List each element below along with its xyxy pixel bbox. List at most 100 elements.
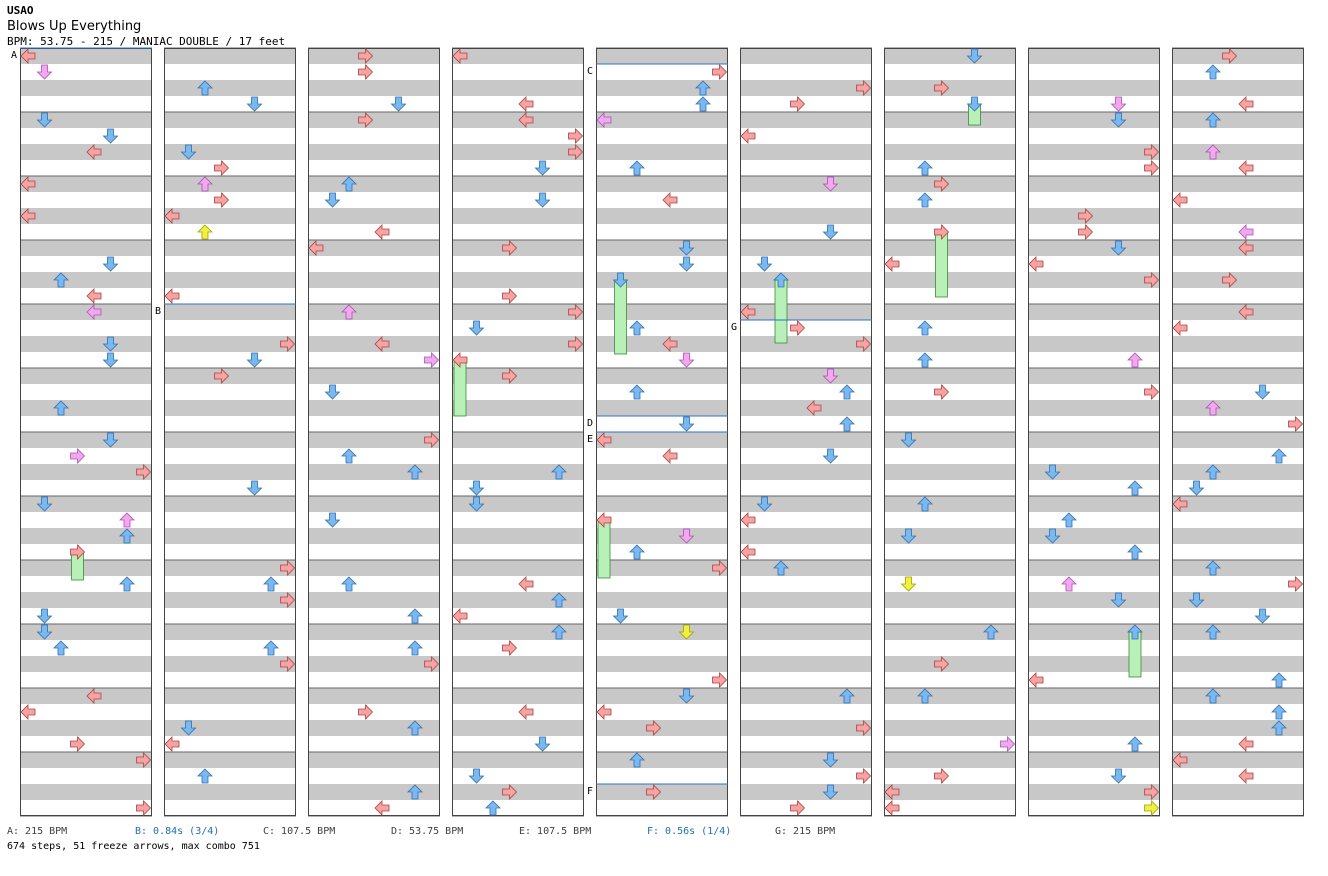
measure-stripe	[20, 496, 152, 512]
measure-stripe	[1028, 144, 1160, 160]
measure-stripe	[596, 304, 728, 320]
measure-stripe	[884, 560, 1016, 576]
step-arrow	[214, 192, 230, 208]
measure-stripe	[884, 752, 1016, 768]
measure-stripe	[308, 240, 440, 256]
measure-stripe	[308, 784, 440, 800]
step-arrow	[119, 576, 135, 592]
chart-meta: BPM: 53.75 - 215 / MANIAC DOUBLE / 17 fe…	[7, 35, 286, 48]
measure-stripe	[308, 400, 440, 416]
measure-stripe	[740, 208, 872, 224]
measure-stripe	[884, 240, 1016, 256]
step-arrow	[341, 304, 357, 320]
step-arrow	[1271, 672, 1287, 688]
step-arrow	[70, 736, 86, 752]
step-arrow	[20, 208, 36, 224]
section-label: G	[731, 322, 737, 333]
step-arrow	[534, 160, 551, 176]
step-arrow	[740, 304, 756, 320]
step-arrow	[1144, 384, 1160, 400]
measure-stripe	[452, 432, 584, 448]
step-arrow	[662, 448, 678, 464]
measure-stripe	[596, 368, 728, 384]
step-arrow	[1127, 544, 1143, 560]
freeze-arrow	[614, 279, 627, 355]
measure-stripe	[596, 656, 728, 672]
step-arrow	[568, 144, 584, 160]
measure-stripe	[596, 400, 728, 416]
measure-stripe	[1028, 560, 1160, 576]
step-arrow	[197, 176, 213, 192]
measure-stripe	[1028, 80, 1160, 96]
measure-stripe	[164, 496, 296, 512]
measure-stripe	[596, 464, 728, 480]
measure-stripe	[1028, 784, 1160, 800]
measure-stripe	[164, 592, 296, 608]
step-arrow	[102, 256, 119, 272]
measure-stripe	[1028, 336, 1160, 352]
step-arrow	[1000, 736, 1016, 752]
step-arrow	[822, 224, 839, 240]
measure-stripe	[20, 144, 152, 160]
column-border	[164, 48, 296, 816]
step-arrow	[1127, 736, 1143, 752]
measure-stripe	[1172, 208, 1304, 224]
step-arrow	[1271, 448, 1287, 464]
step-arrow	[900, 432, 917, 448]
measure-stripe	[1172, 80, 1304, 96]
step-arrow	[374, 800, 390, 816]
measure-stripe	[20, 112, 152, 128]
step-arrow	[53, 400, 69, 416]
step-arrow	[1144, 800, 1160, 816]
step-arrow	[596, 112, 612, 128]
measure-stripe	[20, 624, 152, 640]
step-arrow	[1238, 768, 1254, 784]
measure-stripe	[164, 80, 296, 96]
measure-stripe	[1172, 464, 1304, 480]
step-arrow	[790, 320, 806, 336]
step-arrow	[1078, 208, 1094, 224]
measure-stripe	[308, 624, 440, 640]
measure-stripe	[20, 240, 152, 256]
step-arrow	[341, 448, 357, 464]
measure-stripe	[452, 528, 584, 544]
step-arrow	[518, 96, 534, 112]
measure-stripe	[164, 688, 296, 704]
step-arrow	[966, 48, 983, 64]
step-arrow	[1222, 48, 1238, 64]
measure-stripe	[452, 624, 584, 640]
step-arrow	[740, 512, 756, 528]
measure-stripe	[1172, 656, 1304, 672]
step-arrow	[1205, 688, 1221, 704]
step-arrow	[678, 352, 695, 368]
step-arrow	[596, 704, 612, 720]
measure-stripe	[164, 656, 296, 672]
step-arrow	[246, 96, 263, 112]
step-arrow	[36, 496, 53, 512]
measure-stripe	[20, 688, 152, 704]
measure-stripe	[1028, 240, 1160, 256]
step-arrow	[485, 800, 501, 816]
step-arrow	[358, 112, 374, 128]
step-arrow	[70, 544, 86, 560]
measure-stripe	[740, 400, 872, 416]
measure-stripe	[596, 432, 728, 448]
measure-stripe	[20, 752, 152, 768]
step-arrow	[756, 496, 773, 512]
step-arrow	[407, 640, 423, 656]
measure-stripe	[452, 112, 584, 128]
measure-stripe	[1172, 304, 1304, 320]
step-arrow	[86, 288, 102, 304]
step-arrow	[424, 656, 440, 672]
step-arrow	[341, 176, 357, 192]
step-arrow	[806, 400, 822, 416]
measure-stripe	[164, 528, 296, 544]
column-border	[740, 48, 872, 816]
measure-stripe	[740, 240, 872, 256]
measure-stripe	[164, 400, 296, 416]
step-arrow	[102, 128, 119, 144]
step-arrow	[468, 768, 485, 784]
step-arrow	[407, 784, 423, 800]
step-arrow	[263, 640, 279, 656]
step-arrow	[917, 192, 933, 208]
